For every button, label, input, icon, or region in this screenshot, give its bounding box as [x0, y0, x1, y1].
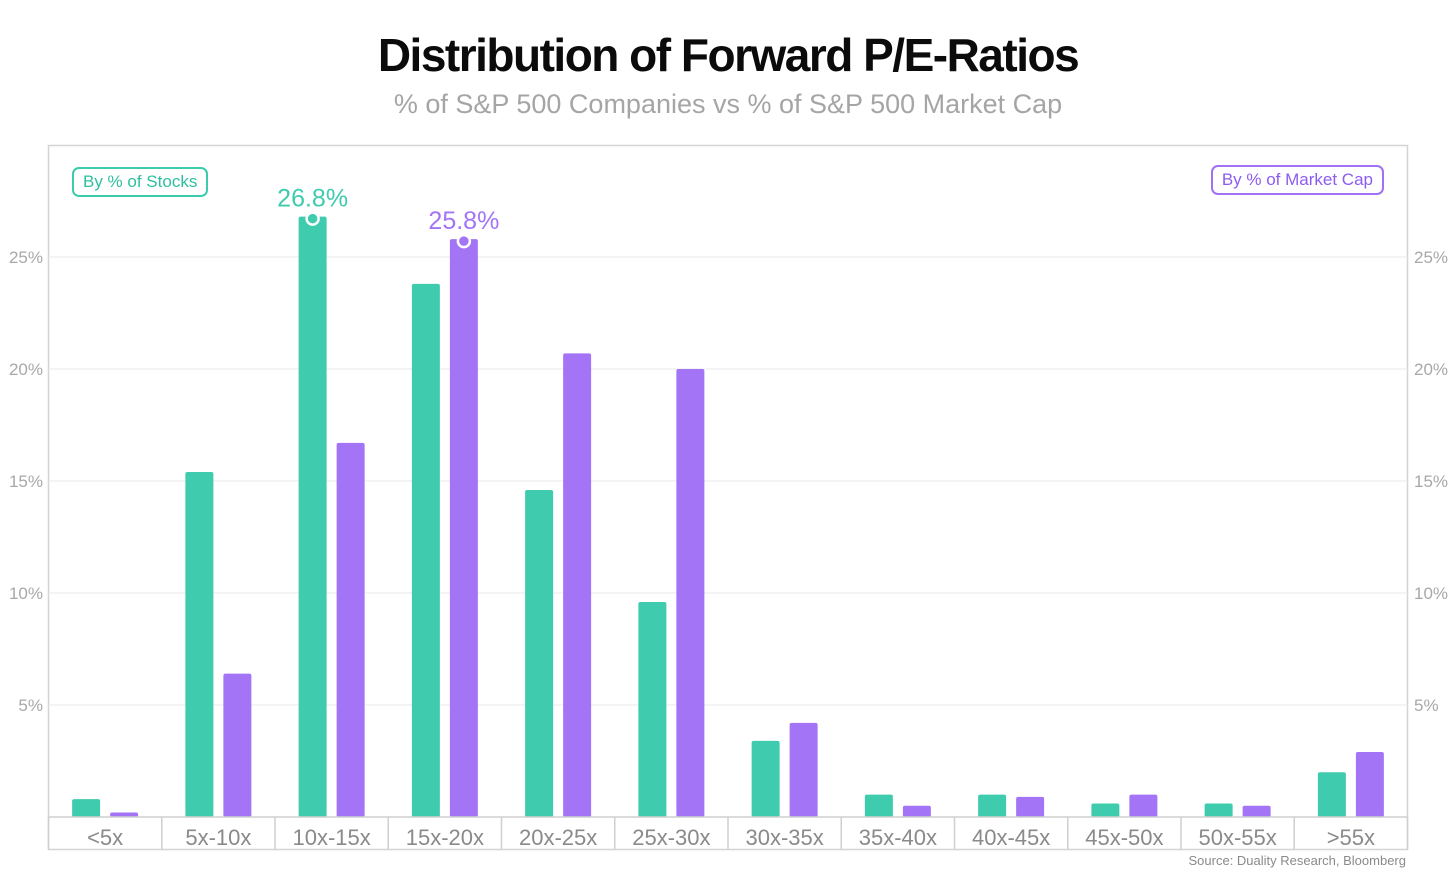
- data-label: 26.8%: [277, 185, 348, 213]
- x-tick-label: 15x-20x: [406, 825, 484, 850]
- x-tick-label: 35x-40x: [859, 825, 937, 850]
- bars: [72, 216, 1384, 817]
- bar-stocks: [411, 283, 440, 817]
- y-tick-label-right: 5%: [1414, 696, 1439, 715]
- x-tick-label: 30x-35x: [745, 825, 823, 850]
- bar-market-cap: [902, 805, 931, 817]
- chart-subtitle: % of S&P 500 Companies vs % of S&P 500 M…: [393, 89, 1063, 119]
- bar-stocks: [751, 740, 780, 817]
- bar-market-cap: [789, 722, 818, 817]
- data-label: 25.8%: [428, 207, 499, 235]
- bar-market-cap: [223, 673, 252, 817]
- bar-market-cap: [1129, 794, 1158, 817]
- y-tick-label-left: 25%: [9, 248, 43, 267]
- x-tick-label: 50x-55x: [1198, 825, 1276, 850]
- bar-market-cap: [1355, 752, 1384, 817]
- bar-market-cap: [336, 442, 365, 817]
- gridlines: [48, 256, 1408, 706]
- bar-stocks: [185, 472, 214, 817]
- bar-stocks: [1317, 772, 1346, 817]
- x-tick-label: 10x-15x: [292, 825, 370, 850]
- bar-market-cap: [676, 369, 705, 817]
- bar-stocks: [638, 601, 667, 817]
- y-tick-label-right: 15%: [1414, 472, 1448, 491]
- source-note: Source: Duality Research, Bloomberg: [1188, 853, 1407, 868]
- y-tick-label-right: 10%: [1414, 584, 1448, 603]
- x-tick-label: >55x: [1327, 825, 1375, 850]
- bar-stocks: [72, 799, 101, 817]
- plot-frame: [47, 144, 1409, 851]
- data-point-marker: [456, 233, 472, 249]
- bar-market-cap: [449, 239, 478, 817]
- chart-title: Distribution of Forward P/E-Ratios: [377, 29, 1080, 81]
- bar-stocks: [978, 794, 1007, 817]
- y-tick-label-left: 10%: [9, 584, 43, 603]
- y-tick-label-left: 5%: [18, 696, 43, 715]
- y-tick-label-right: 20%: [1414, 360, 1448, 379]
- y-tick-label-left: 20%: [9, 360, 43, 379]
- y-tick-label-left: 15%: [9, 472, 43, 491]
- x-tick-label: 45x-50x: [1085, 825, 1163, 850]
- bar-stocks: [1091, 803, 1120, 817]
- bar-market-cap: [563, 353, 592, 817]
- legend-stocks: By % of Stocks: [72, 167, 209, 197]
- axes: 5% 5% 10% 10% 15% 15% 20% 20% 25% 25% <5x 5x-10x 10x…: [9, 248, 1448, 850]
- bar-market-cap: [1016, 796, 1045, 817]
- bar-stocks: [525, 489, 554, 817]
- x-tick-label: 20x-25x: [519, 825, 597, 850]
- data-labels: 26.8% 25.8%: [277, 185, 499, 249]
- bar-stocks: [864, 794, 893, 817]
- x-tick-label: 40x-45x: [972, 825, 1050, 850]
- x-tick-label: <5x: [87, 825, 123, 850]
- bar-market-cap: [1242, 805, 1271, 817]
- x-tick-label: 5x-10x: [185, 825, 251, 850]
- data-point-marker: [305, 211, 320, 226]
- y-tick-label-right: 25%: [1414, 248, 1448, 267]
- legend-market-cap: By % of Market Cap: [1210, 165, 1384, 195]
- bar-stocks: [298, 216, 327, 817]
- bar-market-cap: [110, 812, 139, 817]
- bar-stocks: [1204, 803, 1233, 817]
- x-tick-label: 25x-30x: [632, 825, 710, 850]
